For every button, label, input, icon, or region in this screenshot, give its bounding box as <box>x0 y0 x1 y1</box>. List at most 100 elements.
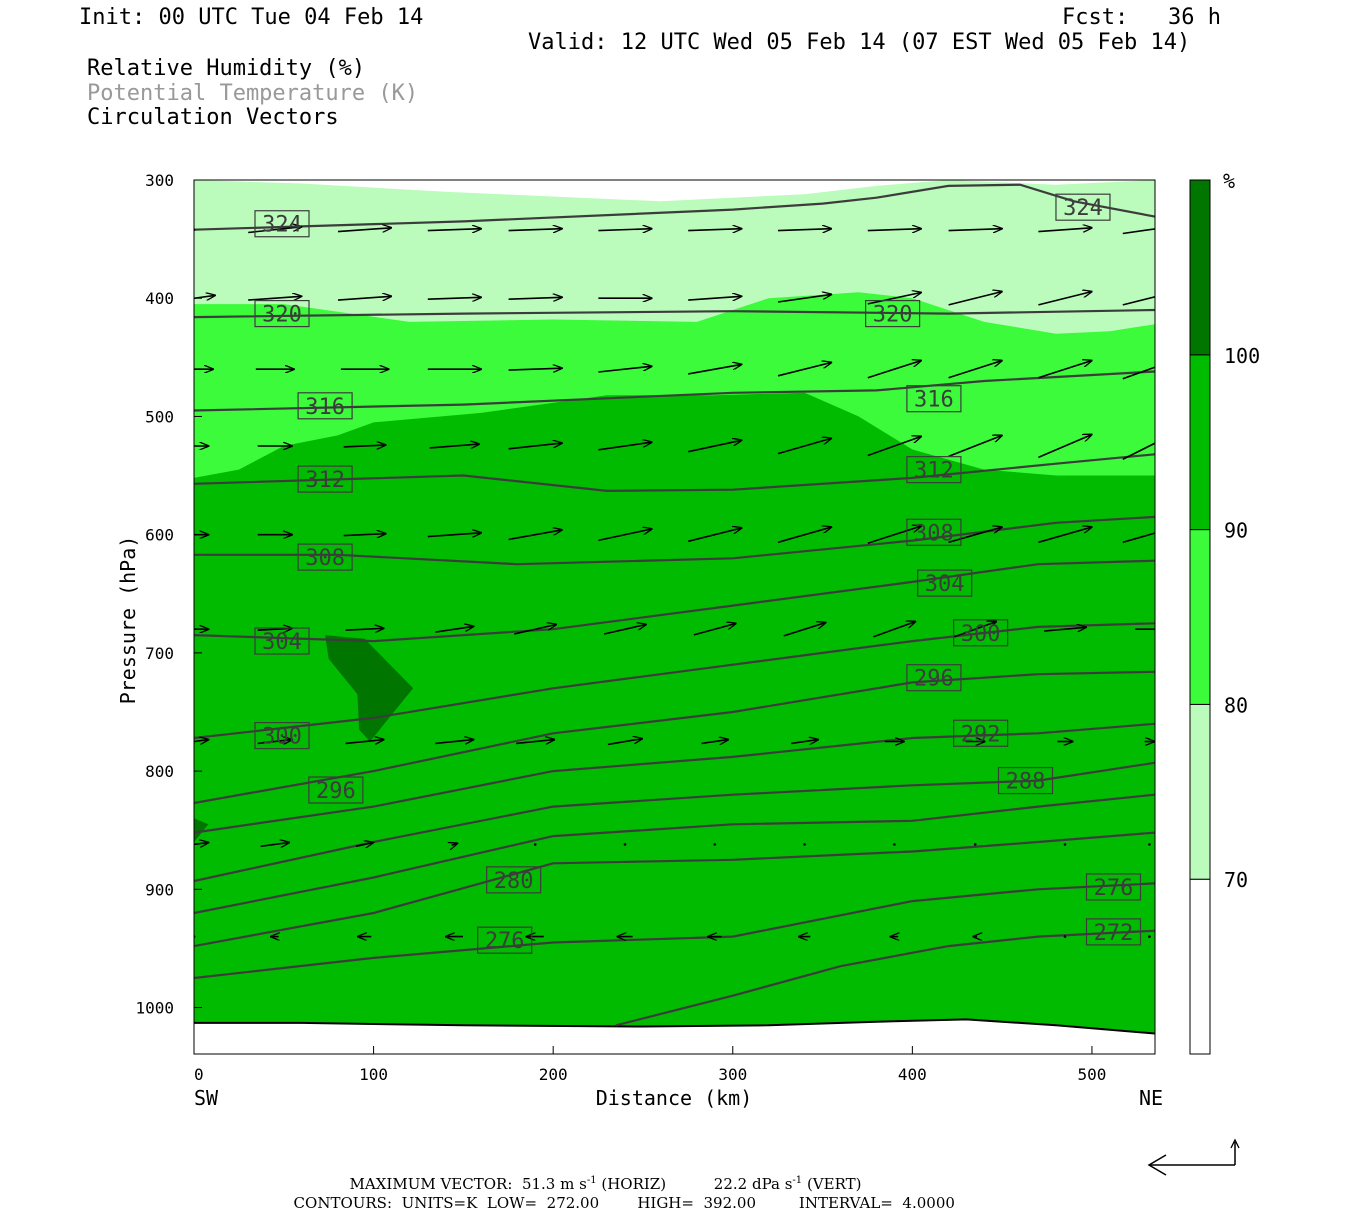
theta-label-276: 276 <box>477 926 533 954</box>
contour-low-label: LOW= <box>486 1194 538 1212</box>
max-vert-exp: -1 <box>792 1175 803 1186</box>
circulation-vector <box>345 628 384 630</box>
circulation-vector <box>598 442 651 451</box>
circulation-vector <box>508 297 562 299</box>
circulation-vector <box>508 530 562 541</box>
colorbar-level-90: 90 <box>1224 519 1248 543</box>
ground-line <box>194 1018 1155 1035</box>
colorbar-level-100: 100 <box>1224 344 1260 368</box>
circulation-vector <box>1038 228 1091 232</box>
theta-label-text: 276 <box>1094 876 1134 901</box>
circulation-vector <box>867 293 921 305</box>
theta-label-316: 316 <box>297 392 353 420</box>
theta-label-box <box>308 776 364 804</box>
theta-label-box <box>906 664 962 692</box>
theta-label-300: 300 <box>953 619 1009 647</box>
circulation-vector <box>688 528 741 543</box>
circulation-vector <box>1122 228 1155 235</box>
circulation-vector <box>948 292 1002 306</box>
vector-dot <box>973 843 977 846</box>
circulation-vector <box>508 229 562 231</box>
circulation-vector <box>1038 361 1091 379</box>
y-tick-label: 300 <box>145 171 174 190</box>
x-tick-label: 200 <box>539 1065 568 1084</box>
theta-label-box <box>953 719 1009 747</box>
theta-label-box <box>997 766 1054 795</box>
vector-dot <box>1063 843 1067 846</box>
theta-label-text: 296 <box>316 779 356 804</box>
theta-label-280: 280 <box>486 866 542 894</box>
circulation-vector <box>867 229 921 231</box>
circulation-vector <box>598 229 651 231</box>
theta-label-text: 312 <box>914 459 954 484</box>
circulation-vector <box>777 229 831 231</box>
theta-label-text: 304 <box>262 630 302 655</box>
theta-label-box <box>254 210 310 238</box>
theta-contour-280 <box>194 831 1155 948</box>
init-time: Init: 00 UTC Tue 04 Feb 14 <box>79 5 424 30</box>
theta-contour-272 <box>615 929 1155 1027</box>
theta-contour-284 <box>194 793 1155 915</box>
circulation-vector <box>248 296 301 300</box>
theta-label-text: 316 <box>914 388 954 413</box>
theta-label-text: 304 <box>925 572 965 597</box>
rh-90-left-edge <box>194 735 209 842</box>
circulation-vector <box>435 740 473 744</box>
theta-label-304: 304 <box>254 627 310 655</box>
y-tick-label: 500 <box>145 407 174 426</box>
theta-label-text: 280 <box>494 869 534 894</box>
sw-end-label: SW <box>194 1086 219 1110</box>
ne-end-label: NE <box>1139 1086 1163 1110</box>
theta-label-box <box>1055 193 1111 221</box>
max-vert-tag: (VERT) <box>806 1175 862 1193</box>
vector-dot <box>1148 935 1151 938</box>
theta-label-text: 308 <box>914 521 954 546</box>
theta-label-316: 316 <box>906 385 962 413</box>
colorbar-level-80: 80 <box>1224 693 1248 717</box>
x-axis-title: Distance (km) <box>596 1086 753 1110</box>
circulation-vector <box>867 526 921 544</box>
theta-contours <box>194 183 1155 1027</box>
y-axis-title: Pressure (hPa) <box>116 536 140 705</box>
contours-label: CONTOURS: <box>293 1194 393 1212</box>
theta-contour-276 <box>194 882 1155 980</box>
theta-label-312: 312 <box>906 456 962 484</box>
circulation-vector <box>435 626 473 633</box>
contours-note: CONTOURS: UNITS=K LOW= 272.00 HIGH= 392.… <box>284 1176 955 1212</box>
vector-dot <box>1063 935 1067 938</box>
circulation-vector <box>355 843 373 847</box>
theta-contour-308 <box>194 515 1155 566</box>
circulation-vector <box>1122 366 1155 380</box>
x-tick-label: 300 <box>718 1065 747 1084</box>
theta-label-text: 296 <box>914 667 954 692</box>
theta-label-292: 292 <box>953 719 1009 747</box>
max-horiz-exp: -1 <box>586 1175 597 1186</box>
circulation-vector <box>954 622 996 638</box>
theta-label-box <box>254 299 310 328</box>
theta-label-308: 308 <box>906 518 962 546</box>
theta-label-324: 324 <box>254 210 310 238</box>
circulation-vectors <box>194 226 1155 938</box>
theta-label-box <box>254 722 310 750</box>
y-tick-label: 800 <box>145 762 174 781</box>
max-vert-value: 22.2 <box>713 1175 748 1193</box>
theta-contour-300 <box>194 622 1155 740</box>
theta-label-box <box>953 619 1009 647</box>
theta-contour-316 <box>194 370 1155 412</box>
y-tick-label: 1000 <box>135 999 174 1018</box>
rh-100-left-patch <box>194 818 209 842</box>
vector-dot <box>893 843 896 846</box>
theta-label-312: 312 <box>297 465 353 493</box>
circulation-vector <box>1038 292 1091 306</box>
circulation-vector <box>607 739 642 746</box>
circulation-vector <box>452 843 458 845</box>
max-horiz-value: 51.3 <box>521 1175 556 1193</box>
rh-90-100-region <box>194 392 1155 1054</box>
theta-contour-292 <box>194 722 1155 834</box>
contour-high-label: HIGH= <box>637 1194 694 1212</box>
theta-label-box <box>1085 873 1142 901</box>
x-tick-label: 500 <box>1077 1065 1106 1084</box>
circulation-vector <box>603 625 646 635</box>
max-vector-note: MAXIMUM VECTOR: 51.3 m s-1 (HORIZ) 22.2 … <box>340 1157 862 1193</box>
